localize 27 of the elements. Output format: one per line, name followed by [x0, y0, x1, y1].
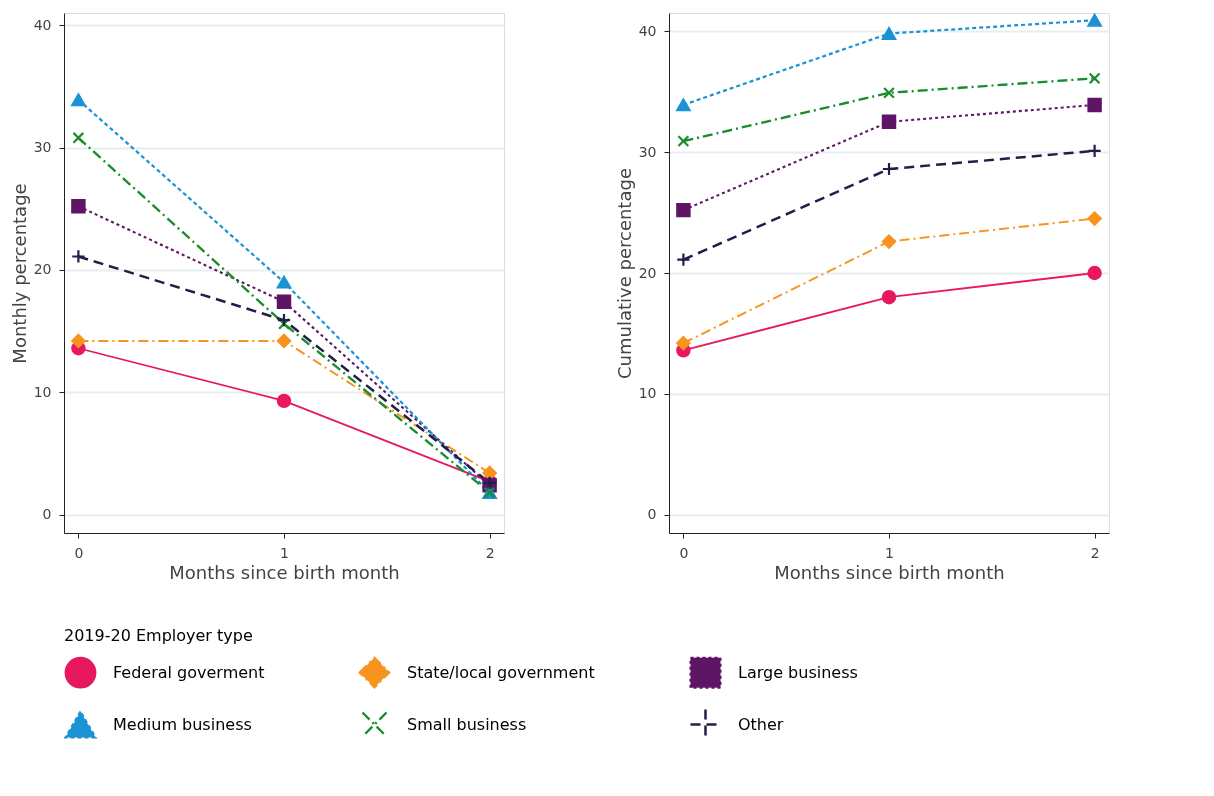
y-tick-label: 0 — [42, 506, 52, 523]
x-tick-label: 1 — [885, 544, 894, 561]
x-tick-label: 2 — [485, 544, 495, 561]
legend-label: Large business — [738, 662, 858, 682]
x-axis-title: Months since birth month — [774, 561, 1005, 583]
y-tick-label: 20 — [638, 264, 657, 281]
x-tick-label: 0 — [74, 544, 84, 561]
x-tick-label: 2 — [1090, 544, 1100, 561]
legend-label: Other — [738, 714, 784, 734]
legend-title: 2019-20 Employer type — [64, 626, 253, 645]
y-tick-label: 10 — [33, 383, 52, 400]
y-tick-label: 40 — [638, 22, 657, 39]
legend-label: Small business — [407, 714, 527, 734]
y-axis-title: Cumulative percentage — [613, 168, 635, 379]
x-axis-title: Months since birth month — [169, 561, 400, 583]
y-tick-label: 0 — [647, 506, 657, 523]
legend-label: Federal goverment — [113, 662, 265, 682]
y-axis-title: Monthly percentage — [8, 183, 30, 364]
y-tick-label: 30 — [638, 143, 657, 160]
legend-label: State/local government — [407, 662, 595, 682]
x-tick-label: 1 — [280, 544, 289, 561]
y-tick-label: 40 — [33, 16, 52, 33]
x-tick-label: 0 — [679, 544, 689, 561]
legend-label: Medium business — [113, 714, 252, 734]
y-tick-label: 10 — [638, 385, 657, 402]
y-tick-label: 20 — [33, 261, 52, 278]
y-tick-label: 30 — [33, 139, 52, 156]
